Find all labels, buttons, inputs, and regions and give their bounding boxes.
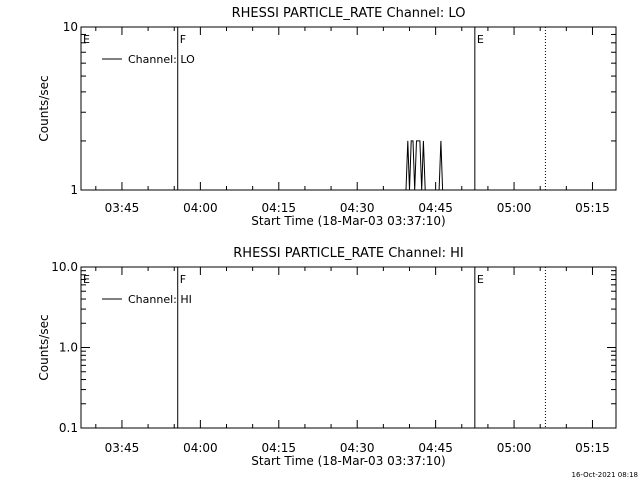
- event-marker-label: E: [83, 273, 90, 286]
- x-tick-label: 04:15: [261, 201, 296, 215]
- x-tick-label: 04:45: [418, 441, 453, 455]
- chart-title: RHESSI PARTICLE_RATE Channel: HI: [233, 246, 463, 261]
- x-tick-label: 04:00: [183, 201, 218, 215]
- x-tick-label: 05:00: [497, 441, 532, 455]
- chart-panel-hi: RHESSI PARTICLE_RATE Channel: HI 03:45 04:…: [37, 246, 617, 468]
- x-tick-label: 04:15: [261, 441, 296, 455]
- chart-panel-lo: RHESSI PARTICLE_RATE Channel: LO 03:45 04:…: [37, 6, 617, 228]
- y-tick-label: 1.0: [59, 341, 78, 355]
- legend-label: Channel: HI: [128, 293, 192, 306]
- plot-frame: [80, 26, 617, 191]
- x-tick-label: 04:30: [340, 201, 375, 215]
- x-tick-label: 04:45: [418, 201, 453, 215]
- x-axis-label: Start Time (18-Mar-03 03:37:10): [251, 214, 445, 228]
- footer-timestamp: 16-Oct-2021 08:18: [572, 471, 638, 479]
- x-axis-label: Start Time (18-Mar-03 03:37:10): [251, 454, 445, 468]
- x-tick-label: 03:45: [105, 201, 140, 215]
- y-axis-label: Counts/sec: [37, 75, 51, 141]
- x-tick-label: 05:00: [497, 201, 532, 215]
- event-marker-label: F: [180, 273, 186, 286]
- event-marker-label: E: [477, 273, 484, 286]
- x-tick-label: 05:15: [575, 441, 610, 455]
- legend-label: Channel: LO: [128, 53, 195, 66]
- y-tick-label: 0.1: [59, 421, 78, 435]
- event-marker-label: E: [477, 33, 484, 46]
- y-tick-label: 1: [70, 183, 78, 197]
- y-tick-label: 10.0: [51, 260, 78, 274]
- x-tick-label: 05:15: [575, 201, 610, 215]
- chart-title: RHESSI PARTICLE_RATE Channel: LO: [232, 6, 466, 21]
- x-tick-label: 03:45: [105, 441, 140, 455]
- y-axis-label: Counts/sec: [37, 314, 51, 380]
- event-marker-label: E: [83, 33, 90, 46]
- series-line: [405, 140, 444, 191]
- x-tick-label: 04:30: [340, 441, 375, 455]
- x-tick-label: 04:00: [183, 441, 218, 455]
- event-marker-label: F: [180, 33, 186, 46]
- y-tick-label: 10: [63, 20, 78, 34]
